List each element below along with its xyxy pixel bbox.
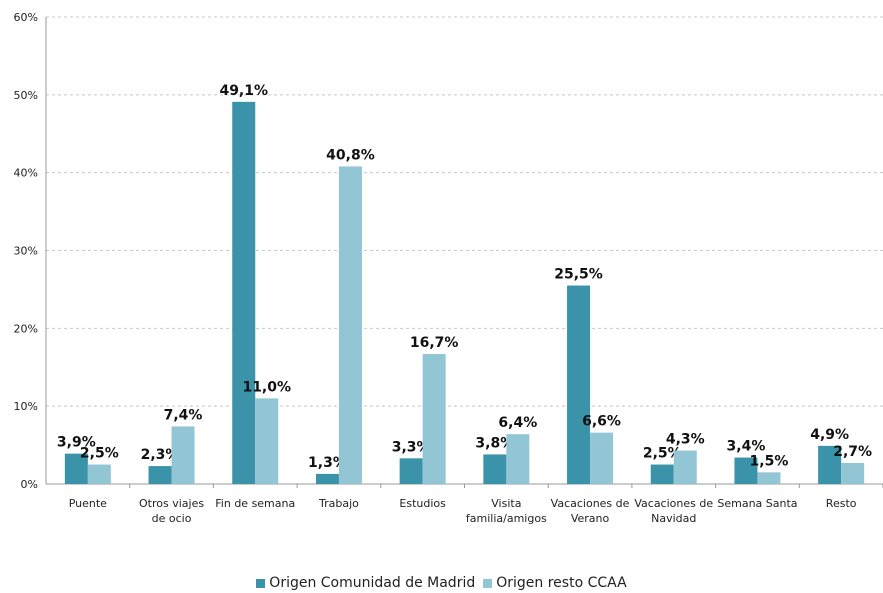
x-tick-label: Semana Santa: [717, 497, 797, 510]
y-tick-label: 50%: [14, 89, 38, 102]
y-tick-label: 0%: [21, 478, 38, 491]
bar-chart: 0%10%20%30%40%50%60%3,9%2,5%Puente2,3%7,…: [14, 11, 883, 525]
x-tick-label: Resto: [826, 497, 857, 510]
bar: [506, 434, 530, 484]
data-label: 2,7%: [833, 444, 872, 460]
data-label: 2,5%: [80, 446, 119, 462]
data-label: 49,1%: [219, 83, 268, 99]
data-label: 7,4%: [164, 407, 203, 423]
bar: [171, 426, 195, 484]
bar: [841, 462, 865, 484]
data-label: 1,5%: [750, 453, 789, 469]
legend-label-madrid: Origen Comunidad de Madrid: [269, 575, 476, 591]
bar: [422, 354, 446, 484]
bar: [399, 458, 423, 484]
x-tick-label: Vacaciones de Verano: [551, 497, 630, 525]
y-tick-label: 30%: [14, 245, 38, 258]
legend-swatch-resto: [483, 578, 493, 588]
x-tick-label: Visita familia/amigos: [466, 497, 547, 525]
bar: [338, 166, 362, 484]
data-label: 40,8%: [326, 147, 375, 163]
data-label: 6,4%: [498, 415, 537, 431]
bar: [734, 457, 758, 484]
y-tick-label: 10%: [14, 400, 38, 413]
x-tick-label: Otros viajes de ocio: [139, 497, 204, 525]
y-tick-label: 60%: [14, 11, 38, 24]
bar: [315, 473, 339, 484]
data-label: 16,7%: [410, 335, 459, 351]
bar: [483, 454, 507, 484]
x-tick-label: Estudios: [399, 497, 446, 510]
data-label: 11,0%: [242, 379, 291, 395]
bar: [757, 472, 781, 484]
data-label: 3,8%: [475, 435, 514, 451]
x-tick-label: Fin de semana: [215, 497, 295, 510]
data-label: 25,5%: [554, 267, 603, 283]
data-label: 3,9%: [57, 435, 96, 451]
bar: [650, 464, 674, 484]
data-label: 4,9%: [810, 427, 849, 443]
bar: [232, 101, 256, 485]
legend: Origen Comunidad de Madrid Origen resto …: [0, 575, 883, 591]
x-tick-label: Vacaciones de Navidad: [634, 497, 713, 525]
bar: [818, 445, 842, 484]
y-tick-label: 20%: [14, 322, 38, 335]
legend-item-resto: Origen resto CCAA: [483, 575, 627, 591]
data-label: 3,4%: [727, 439, 766, 455]
data-label: 2,5%: [643, 446, 682, 462]
bar: [87, 464, 111, 484]
legend-item-madrid: Origen Comunidad de Madrid: [256, 575, 475, 591]
data-label: 1,3%: [308, 455, 347, 471]
data-label: 4,3%: [666, 432, 705, 448]
data-label: 6,6%: [582, 414, 621, 430]
bar: [255, 398, 279, 484]
bar: [64, 453, 88, 484]
y-tick-label: 40%: [14, 167, 38, 180]
bar: [567, 285, 591, 484]
legend-swatch-madrid: [256, 578, 266, 588]
data-label: 3,3%: [392, 439, 431, 455]
legend-label-resto: Origen resto CCAA: [496, 575, 627, 591]
bar: [673, 450, 697, 484]
bar: [590, 432, 614, 484]
bar: [148, 466, 172, 484]
data-label: 2,3%: [141, 447, 180, 463]
x-tick-label: Trabajo: [318, 497, 359, 510]
x-tick-label: Puente: [69, 497, 107, 510]
